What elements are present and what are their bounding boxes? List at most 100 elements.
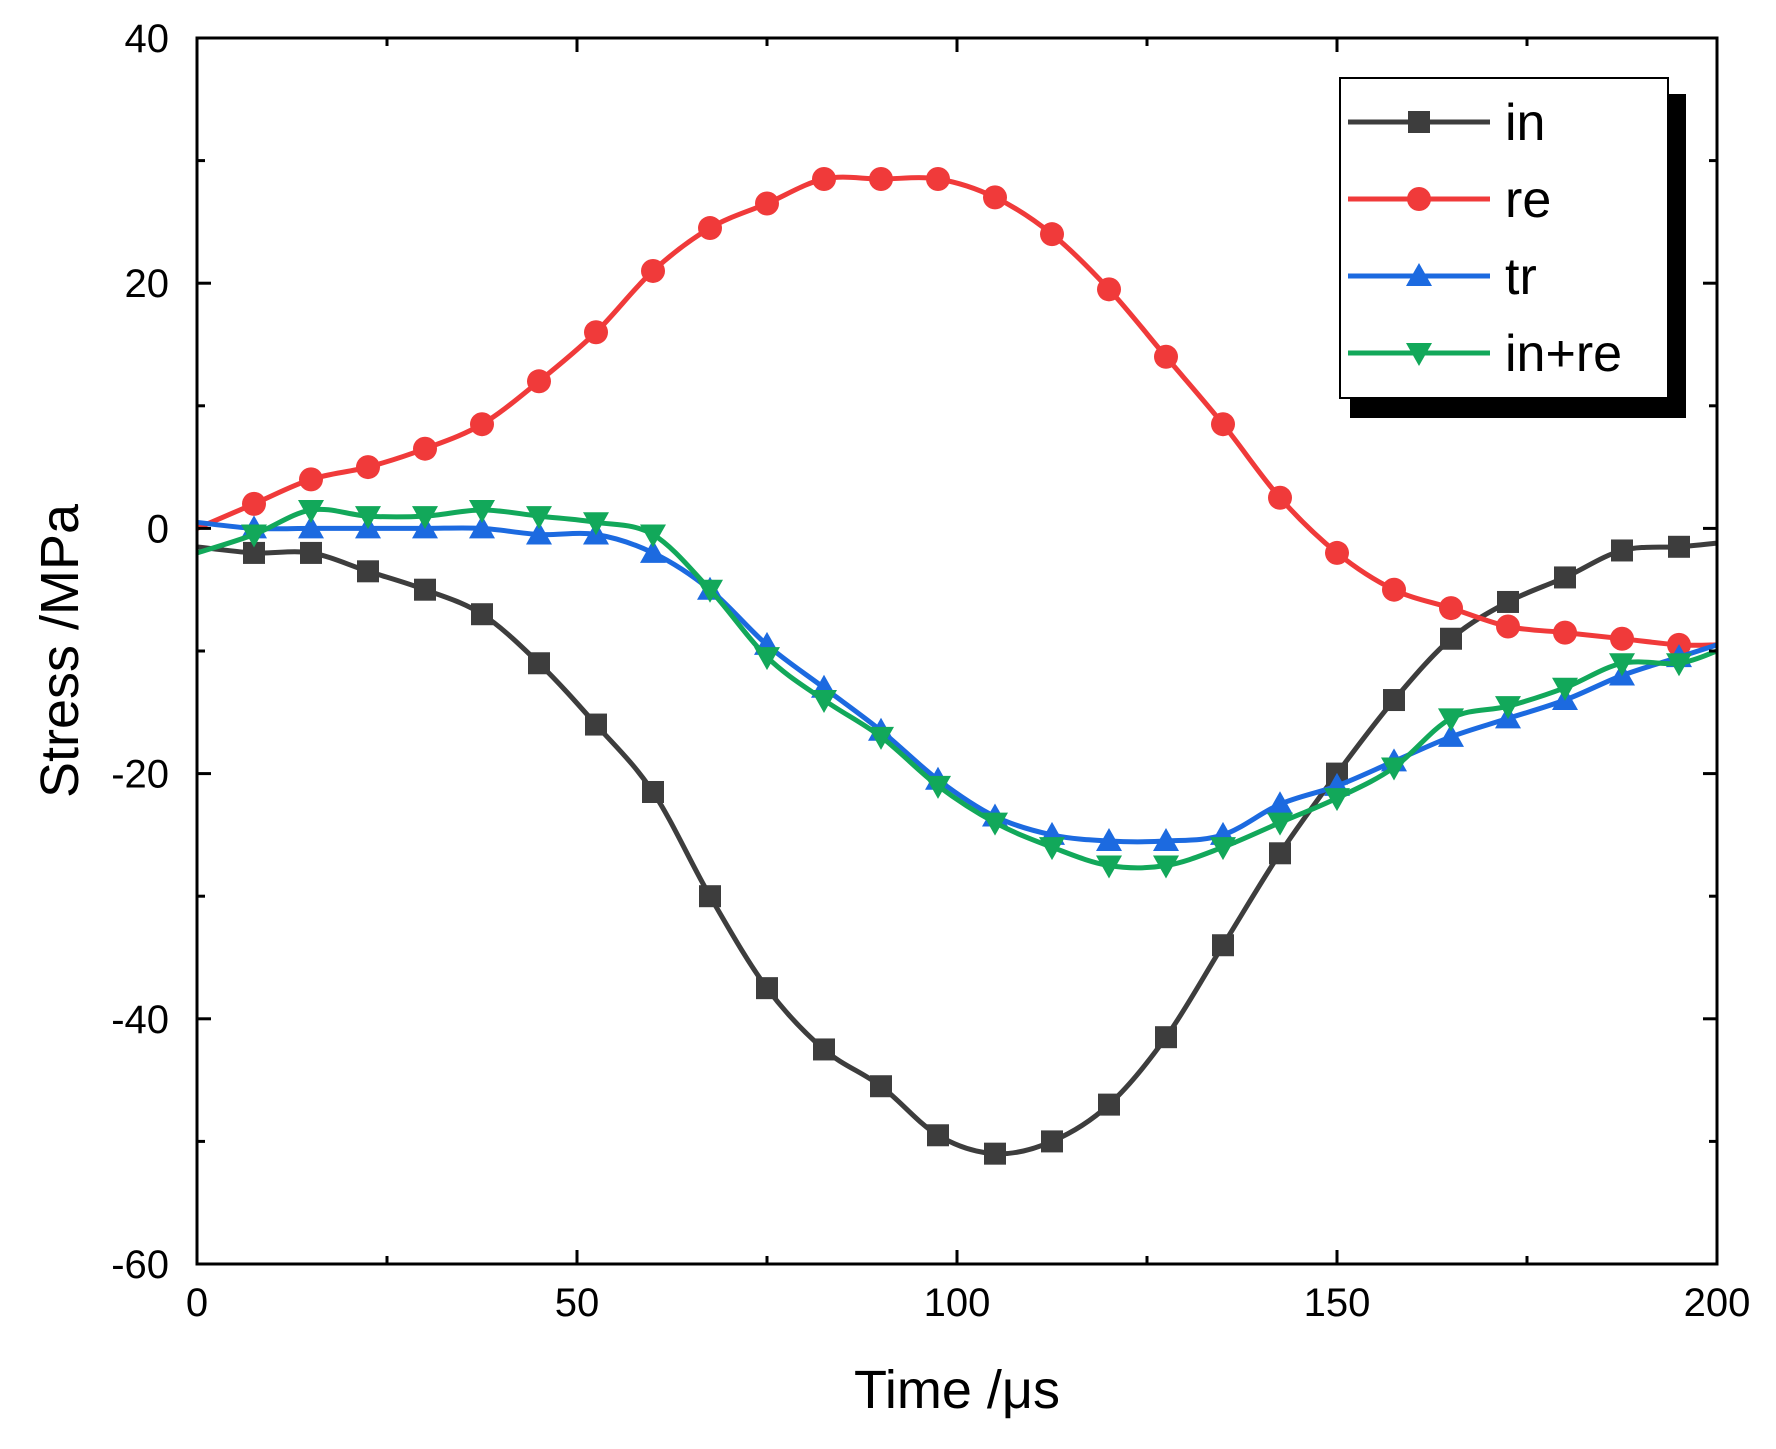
y-tick-label: 20 — [125, 262, 170, 306]
data-point-in-re — [1438, 708, 1464, 732]
data-point-in-re — [355, 506, 381, 530]
data-point-in-re — [925, 775, 951, 799]
data-point-re — [470, 412, 494, 437]
x-tick-label: 100 — [924, 1281, 991, 1325]
legend: in re tr in+re — [1339, 77, 1686, 418]
data-point-re — [983, 185, 1007, 210]
data-point-in-re — [697, 579, 723, 603]
legend-marker-tr — [1406, 263, 1432, 286]
legend-marker-in-re — [1406, 343, 1432, 366]
y-tick-label: -60 — [111, 1243, 169, 1287]
series-line-in-re — [196, 506, 1718, 871]
data-point-re — [527, 369, 551, 394]
data-point-in — [357, 560, 379, 583]
data-point-in — [1668, 535, 1690, 558]
data-point-in — [1155, 1026, 1177, 1049]
data-point-in — [1383, 689, 1405, 712]
data-point-in — [528, 652, 550, 675]
data-point-in — [1041, 1130, 1063, 1153]
data-point-re — [1553, 620, 1577, 645]
data-point-tr — [640, 539, 666, 563]
legend-marker-in — [1408, 111, 1430, 133]
x-tick-label: 0 — [186, 1281, 208, 1325]
data-point-in — [927, 1124, 949, 1147]
data-point-in — [243, 541, 265, 564]
data-point-in — [471, 603, 493, 626]
data-point-in — [585, 713, 607, 736]
legend-entry-tr: tr — [1348, 248, 1537, 306]
data-point-in-re — [982, 812, 1008, 836]
data-point-re — [1040, 222, 1064, 247]
data-point-re — [812, 166, 836, 191]
data-point-re — [1268, 485, 1292, 510]
data-point-in-re — [1609, 653, 1635, 677]
data-point-re — [1610, 626, 1634, 651]
data-point-re — [926, 166, 950, 191]
data-point-re — [1211, 412, 1235, 437]
y-tick-label: 0 — [147, 507, 169, 551]
legend-label-in-re: in+re — [1505, 325, 1622, 383]
data-point-re — [1382, 577, 1406, 602]
data-point-in — [642, 780, 664, 803]
legend-box — [1339, 77, 1669, 399]
series-in — [196, 535, 1718, 1165]
data-point-re — [1097, 277, 1121, 302]
data-point-in — [1098, 1093, 1120, 1116]
x-tick-label: 50 — [555, 1281, 600, 1325]
data-point-re — [755, 191, 779, 216]
data-point-in-re — [1153, 855, 1179, 879]
data-point-re — [584, 320, 608, 345]
data-point-in-re — [1267, 812, 1293, 836]
data-point-in-re — [412, 506, 438, 530]
data-point-in-re — [1552, 677, 1578, 701]
legend-entries: in re tr in+re — [1348, 94, 1622, 383]
data-point-tr — [1438, 723, 1464, 747]
x-tick-label: 200 — [1684, 1281, 1751, 1325]
data-point-in — [756, 977, 778, 1000]
y-axis-label: Stress /MPa — [30, 503, 90, 798]
data-point-in-re — [1495, 696, 1521, 720]
data-point-in-re — [583, 512, 609, 536]
data-point-in-re — [1039, 837, 1065, 861]
data-point-in — [984, 1142, 1006, 1165]
data-point-in — [1497, 590, 1519, 613]
legend-label-re: re — [1505, 171, 1551, 229]
series-line-tr — [196, 519, 1718, 845]
legend-marker-re — [1407, 187, 1431, 211]
data-point-in — [870, 1075, 892, 1098]
data-point-tr — [1153, 828, 1179, 852]
data-point-tr — [298, 515, 324, 539]
legend-entry-in: in — [1348, 94, 1545, 152]
data-point-in-re — [526, 506, 552, 530]
data-point-tr — [469, 515, 495, 539]
y-tick-label: -20 — [111, 753, 169, 797]
data-point-re — [1154, 344, 1178, 369]
data-point-in-re — [469, 500, 495, 524]
data-point-in — [699, 885, 721, 908]
data-point-re — [242, 491, 266, 516]
data-point-re — [1439, 596, 1463, 621]
x-axis-label: Time /μs — [854, 1360, 1060, 1420]
data-point-in-re — [811, 690, 837, 714]
data-point-re — [641, 258, 665, 283]
legend-label-in: in — [1505, 94, 1545, 152]
data-point-re — [299, 467, 323, 492]
data-point-in-re — [1324, 788, 1350, 812]
data-point-tr — [1267, 791, 1293, 815]
data-point-in-re — [754, 647, 780, 671]
data-point-re — [1496, 614, 1520, 639]
data-point-re — [869, 166, 893, 191]
series-in-re — [196, 500, 1718, 879]
data-point-in — [1554, 566, 1576, 589]
legend-label-tr: tr — [1505, 248, 1537, 306]
data-point-in-re — [1096, 855, 1122, 879]
data-point-in — [813, 1038, 835, 1061]
data-point-tr — [1096, 828, 1122, 852]
data-point-in — [300, 541, 322, 564]
data-point-in-re — [1666, 653, 1692, 677]
data-point-in-re — [298, 500, 324, 524]
data-point-in-re — [1210, 837, 1236, 861]
data-point-in — [1269, 842, 1291, 865]
data-point-in-re — [241, 524, 267, 548]
